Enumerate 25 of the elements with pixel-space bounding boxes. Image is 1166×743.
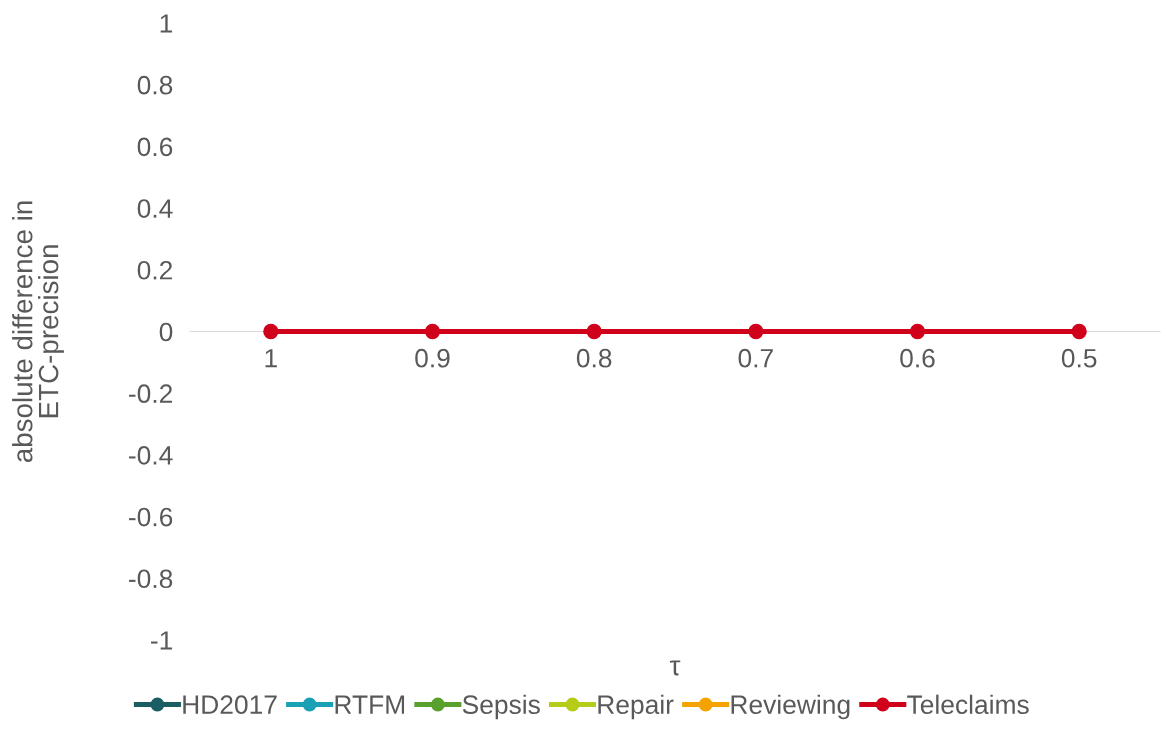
y-tick-label: -0.6 xyxy=(129,507,173,527)
y-tick-label: 0.8 xyxy=(137,75,173,95)
x-tick-label: 0.8 xyxy=(576,348,612,368)
y-tick-label: 0.4 xyxy=(137,199,173,218)
x-tick-label: 0.5 xyxy=(1061,348,1097,368)
y-tick-label: 1 xyxy=(160,14,173,33)
y-tick-label: 0.2 xyxy=(137,260,173,280)
legend-label: Sepsis xyxy=(462,694,540,720)
y-tick-label: -0.2 xyxy=(129,384,173,404)
x-tick-label: 0.6 xyxy=(900,348,935,368)
x-tick-label: 0.7 xyxy=(738,348,773,368)
y-tick-label: 0 xyxy=(159,322,173,342)
legend-label: HD2017 xyxy=(183,695,277,715)
x-tick-label: 1 xyxy=(265,349,277,368)
y-tick-label: 0.6 xyxy=(137,137,173,157)
x-tick-label: 0.9 xyxy=(415,348,450,368)
legend-label: Reviewing xyxy=(731,694,850,720)
y-axis-title: absolute difference in ETC-precision xyxy=(12,201,64,463)
legend-label: RTFM xyxy=(335,695,405,714)
legend-label: Repair xyxy=(598,694,674,720)
legend-label: Teleclaims xyxy=(907,694,1029,715)
y-tick-label: -0.8 xyxy=(129,569,173,589)
x-axis-title: τ xyxy=(669,660,681,676)
y-tick-label: -0.4 xyxy=(129,446,173,465)
y-tick-label: -1 xyxy=(151,631,173,650)
